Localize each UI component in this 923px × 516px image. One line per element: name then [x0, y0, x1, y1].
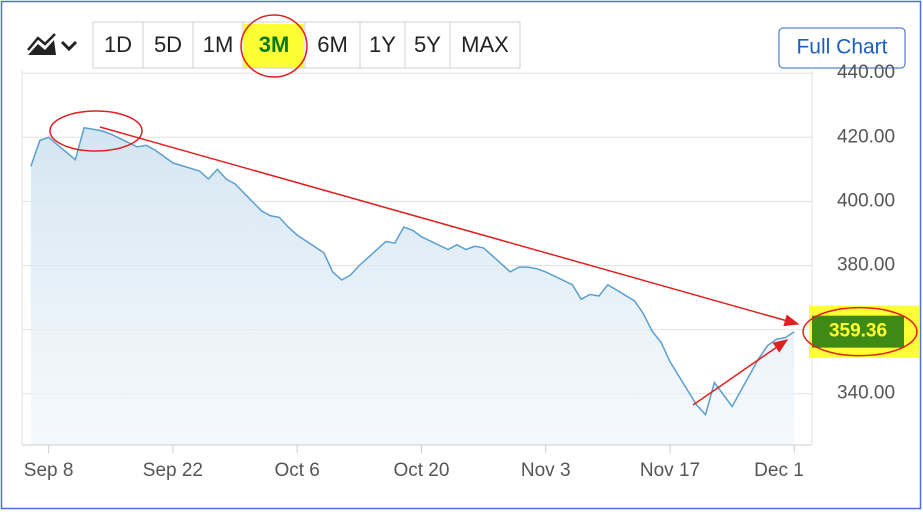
plot-area: Sep 8 Sep 22 Oct 6 Oct 20 Nov 3 Nov 17 Dec 1 34… — [21, 62, 895, 481]
y-tick-label: 400.00 — [837, 190, 895, 211]
range-button-label[interactable]: MAX — [461, 32, 509, 57]
range-button-label[interactable]: 1Y — [369, 32, 396, 57]
y-tick-label: 440.00 — [837, 62, 895, 83]
range-button-label[interactable]: 5D — [154, 32, 182, 57]
annotation-circle — [240, 14, 308, 78]
x-tick-label: Dec 1 — [754, 460, 804, 481]
price-tag — [812, 315, 904, 348]
y-tick-label: 340.00 — [837, 383, 895, 404]
y-tick-label: 380.00 — [837, 255, 895, 276]
chart-type-icon[interactable] — [27, 33, 78, 55]
range-button-label[interactable]: 1M — [203, 32, 234, 57]
range-button-label[interactable]: 5Y — [414, 32, 441, 57]
x-tick-label: Oct 20 — [393, 460, 449, 481]
area-fill — [30, 127, 795, 445]
range-button-label[interactable]: 3M — [259, 32, 290, 57]
annotation-circle — [49, 110, 143, 152]
toolbar: 1D 5D 1M 3M 6M 1Y 5Y MAX Full Chart — [27, 21, 906, 69]
full-chart-button[interactable] — [778, 27, 906, 69]
range-button[interactable] — [449, 21, 521, 69]
annotation-arrow — [99, 126, 800, 327]
x-tick-label: Nov 3 — [521, 460, 571, 481]
price-tag-label: 359.36 — [829, 321, 887, 342]
y-tick-label: 420.00 — [837, 126, 895, 147]
x-tick-label: Sep 8 — [24, 460, 74, 481]
x-tick-label: Nov 17 — [640, 460, 700, 481]
x-tick-label: Oct 6 — [274, 460, 319, 481]
range-button-label[interactable]: 1D — [104, 32, 132, 57]
price-line — [30, 126, 795, 417]
annotations: 359.36 — [49, 14, 919, 406]
selected-highlight — [244, 24, 304, 68]
full-chart-label[interactable]: Full Chart — [796, 36, 887, 59]
range-button-label[interactable]: 6M — [317, 32, 348, 57]
annotation-arrow — [692, 339, 789, 406]
annotation-circle — [802, 306, 918, 357]
x-tick-label: Sep 22 — [143, 460, 203, 481]
